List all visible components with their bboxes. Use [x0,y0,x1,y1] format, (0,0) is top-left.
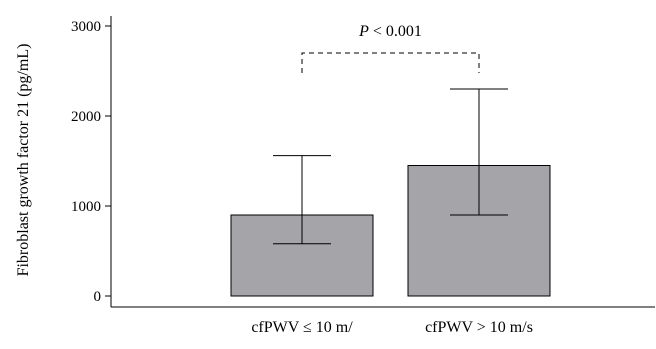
y-tick-label: 1000 [71,199,101,215]
y-axis-ticks: 0 1000 2000 3000 [71,19,111,305]
p-value-symbol: P [358,23,369,40]
y-tick-label: 2000 [71,109,101,125]
p-value-label: P < 0.001 [358,23,422,40]
x-category-label: cfPWV > 10 m/s [425,319,533,336]
x-category-labels: cfPWV ≤ 10 m/cfPWV > 10 m/s [251,319,533,336]
y-tick-label: 0 [94,289,102,305]
y-axis-label: Fibroblast growth factor 21 (pg/mL) [15,44,32,277]
error-bars-group [273,88,508,245]
x-category-label: cfPWV ≤ 10 m/ [251,319,353,336]
significance-annotation: P < 0.001 [301,23,480,73]
y-tick-label: 3000 [71,19,101,35]
bars-group [230,165,551,297]
p-value-threshold: < 0.001 [369,23,422,40]
significance-bracket [301,52,480,73]
